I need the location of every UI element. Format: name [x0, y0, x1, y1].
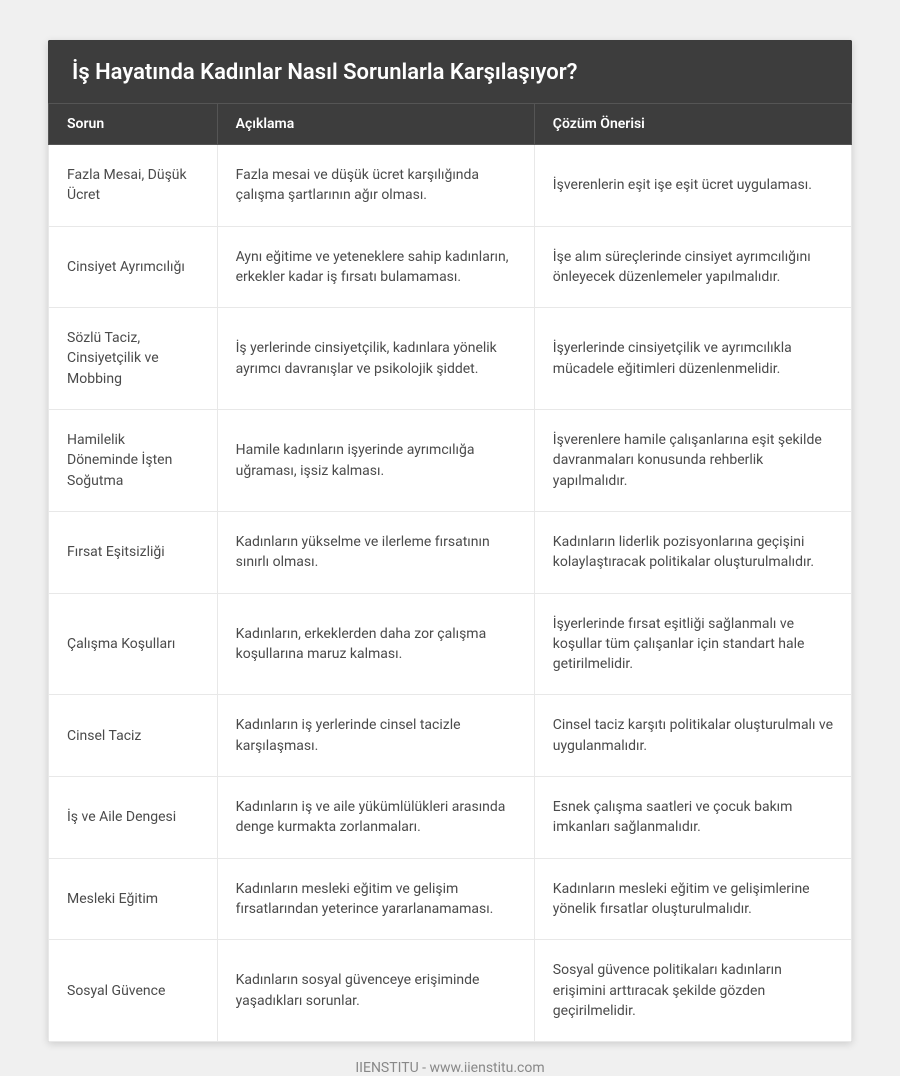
cell-solution: İşyerlerinde fırsat eşitliği sağlanmalı …	[534, 593, 851, 695]
cell-solution: İşverenlerin eşit işe eşit ücret uygulam…	[534, 145, 851, 227]
cell-description: Kadınların iş ve aile yükümlülükleri ara…	[217, 777, 534, 859]
cell-problem: Hamilelik Döneminde İşten Soğutma	[49, 410, 218, 512]
cell-description: Kadınların yükselme ve ilerleme fırsatın…	[217, 511, 534, 593]
table-row: Fazla Mesai, Düşük ÜcretFazla mesai ve d…	[49, 145, 852, 227]
cell-problem: Fırsat Eşitsizliği	[49, 511, 218, 593]
col-header-description: Açıklama	[217, 104, 534, 145]
table-row: Cinsiyet AyrımcılığıAynı eğitime ve yete…	[49, 226, 852, 308]
cell-problem: İş ve Aile Dengesi	[49, 777, 218, 859]
table-row: İş ve Aile DengesiKadınların iş ve aile …	[49, 777, 852, 859]
cell-problem: Sosyal Güvence	[49, 940, 218, 1042]
problems-table: Sorun Açıklama Çözüm Önerisi Fazla Mesai…	[48, 103, 852, 1042]
table-row: Fırsat EşitsizliğiKadınların yükselme ve…	[49, 511, 852, 593]
cell-problem: Cinsiyet Ayrımcılığı	[49, 226, 218, 308]
cell-problem: Mesleki Eğitim	[49, 858, 218, 940]
table-row: Sosyal GüvenceKadınların sosyal güvencey…	[49, 940, 852, 1042]
table-row: Mesleki EğitimKadınların mesleki eğitim …	[49, 858, 852, 940]
cell-description: Kadınların mesleki eğitim ve gelişim fır…	[217, 858, 534, 940]
table-row: Hamilelik Döneminde İşten SoğutmaHamile …	[49, 410, 852, 512]
cell-description: Kadınların sosyal güvenceye erişiminde y…	[217, 940, 534, 1042]
cell-description: Aynı eğitime ve yeteneklere sahip kadınl…	[217, 226, 534, 308]
table-header-row: Sorun Açıklama Çözüm Önerisi	[49, 104, 852, 145]
cell-description: Kadınların iş yerlerinde cinsel tacizle …	[217, 695, 534, 777]
cell-description: Hamile kadınların işyerinde ayrımcılığa …	[217, 410, 534, 512]
table-header: Sorun Açıklama Çözüm Önerisi	[49, 104, 852, 145]
cell-solution: Sosyal güvence politikaları kadınların e…	[534, 940, 851, 1042]
table-row: Çalışma KoşullarıKadınların, erkeklerden…	[49, 593, 852, 695]
cell-problem: Çalışma Koşulları	[49, 593, 218, 695]
cell-solution: İşverenlere hamile çalışanlarına eşit şe…	[534, 410, 851, 512]
table-row: Cinsel TacizKadınların iş yerlerinde cin…	[49, 695, 852, 777]
cell-solution: İşe alım süreçlerinde cinsiyet ayrımcılı…	[534, 226, 851, 308]
col-header-solution: Çözüm Önerisi	[534, 104, 851, 145]
cell-solution: Esnek çalışma saatleri ve çocuk bakım im…	[534, 777, 851, 859]
cell-problem: Fazla Mesai, Düşük Ücret	[49, 145, 218, 227]
cell-problem: Cinsel Taciz	[49, 695, 218, 777]
table-row: Sözlü Taciz, Cinsiyetçilik ve Mobbingİş …	[49, 308, 852, 410]
cell-description: İş yerlerinde cinsiyetçilik, kadınlara y…	[217, 308, 534, 410]
table-body: Fazla Mesai, Düşük ÜcretFazla mesai ve d…	[49, 145, 852, 1042]
cell-solution: Kadınların liderlik pozisyonlarına geçiş…	[534, 511, 851, 593]
footer-text: IIENSTITU - www.iienstitu.com	[48, 1042, 852, 1076]
cell-problem: Sözlü Taciz, Cinsiyetçilik ve Mobbing	[49, 308, 218, 410]
card-title: İş Hayatında Kadınlar Nasıl Sorunlarla K…	[48, 40, 852, 103]
col-header-problem: Sorun	[49, 104, 218, 145]
cell-solution: Cinsel taciz karşıtı politikalar oluştur…	[534, 695, 851, 777]
cell-description: Kadınların, erkeklerden daha zor çalışma…	[217, 593, 534, 695]
cell-description: Fazla mesai ve düşük ücret karşılığında …	[217, 145, 534, 227]
info-card: İş Hayatında Kadınlar Nasıl Sorunlarla K…	[48, 40, 852, 1042]
cell-solution: Kadınların mesleki eğitim ve gelişimleri…	[534, 858, 851, 940]
cell-solution: İşyerlerinde cinsiyetçilik ve ayrımcılık…	[534, 308, 851, 410]
